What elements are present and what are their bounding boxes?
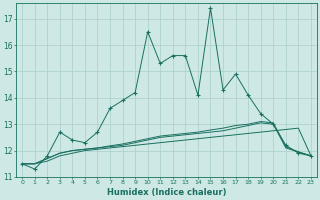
X-axis label: Humidex (Indice chaleur): Humidex (Indice chaleur) (107, 188, 226, 197)
